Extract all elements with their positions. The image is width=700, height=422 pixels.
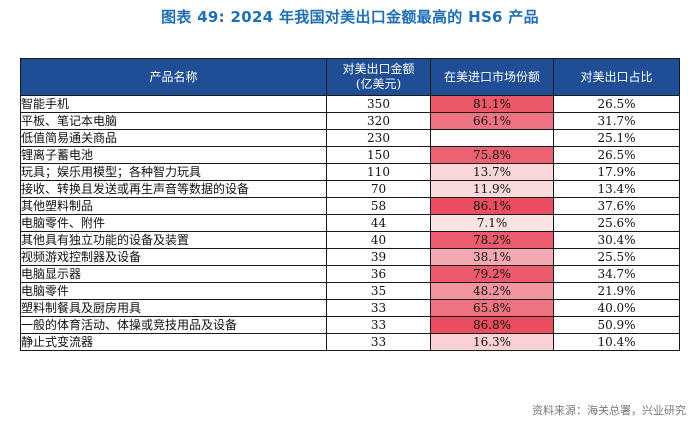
cell-export-ratio: 21.9% <box>553 282 680 300</box>
cell-export-amount: 150 <box>326 146 431 164</box>
cell-export-amount: 110 <box>326 163 431 181</box>
cell-export-ratio: 37.6% <box>553 197 680 215</box>
cell-product-name: 电脑零件 <box>20 282 327 300</box>
header-market-share: 在美进口市场份额 <box>430 58 554 96</box>
table-row: 智能手机 350 81.1% 26.5% <box>20 95 680 113</box>
cell-export-amount: 35 <box>326 282 431 300</box>
table-row: 视频游戏控制器及设备 39 38.1% 25.5% <box>20 248 680 266</box>
cell-export-amount: 40 <box>326 231 431 249</box>
cell-product-name: 锂离子蓄电池 <box>20 146 327 164</box>
cell-market-share: 78.2% <box>430 231 554 249</box>
cell-market-share: 48.2% <box>430 282 554 300</box>
cell-market-share: 11.9% <box>430 180 554 198</box>
table-row: 塑料制餐具及厨房用具 33 65.8% 40.0% <box>20 299 680 317</box>
cell-market-share: 86.1% <box>430 197 554 215</box>
table-row: 玩具；娱乐用模型；各种智力玩具 110 13.7% 17.9% <box>20 163 680 181</box>
cell-export-ratio: 17.9% <box>553 163 680 181</box>
cell-export-ratio: 40.0% <box>553 299 680 317</box>
cell-product-name: 塑料制餐具及厨房用具 <box>20 299 327 317</box>
cell-market-share: 13.7% <box>430 163 554 181</box>
cell-product-name: 电脑显示器 <box>20 265 327 283</box>
table-row: 锂离子蓄电池 150 75.8% 26.5% <box>20 146 680 164</box>
table-row: 低值简易通关商品 230 25.1% <box>20 129 680 147</box>
cell-market-share: 38.1% <box>430 248 554 266</box>
cell-product-name: 接收、转换且发送或再生声音等数据的设备 <box>20 180 327 198</box>
header-export-amount: 对美出口金额 (亿美元) <box>326 58 431 96</box>
table-row: 静止式变流器 33 16.3% 10.4% <box>20 333 680 351</box>
cell-export-amount: 230 <box>326 129 431 147</box>
cell-export-amount: 350 <box>326 95 431 113</box>
cell-product-name: 视频游戏控制器及设备 <box>20 248 327 266</box>
cell-export-amount: 39 <box>326 248 431 266</box>
table-row: 电脑零件 35 48.2% 21.9% <box>20 282 680 300</box>
cell-market-share: 16.3% <box>430 333 554 351</box>
cell-product-name: 一般的体育活动、体操或竞技用品及设备 <box>20 316 327 334</box>
cell-export-ratio: 30.4% <box>553 231 680 249</box>
cell-market-share: 7.1% <box>430 214 554 232</box>
cell-export-amount: 44 <box>326 214 431 232</box>
table-row: 其他具有独立功能的设备及装置 40 78.2% 30.4% <box>20 231 680 249</box>
cell-market-share: 65.8% <box>430 299 554 317</box>
table-row: 一般的体育活动、体操或竞技用品及设备 33 86.8% 50.9% <box>20 316 680 334</box>
cell-product-name: 电脑零件、附件 <box>20 214 327 232</box>
cell-export-ratio: 50.9% <box>553 316 680 334</box>
cell-market-share: 75.8% <box>430 146 554 164</box>
cell-export-ratio: 25.6% <box>553 214 680 232</box>
cell-export-ratio: 34.7% <box>553 265 680 283</box>
cell-export-ratio: 25.5% <box>553 248 680 266</box>
cell-market-share: 81.1% <box>430 95 554 113</box>
cell-export-ratio: 31.7% <box>553 112 680 130</box>
table-row: 电脑零件、附件 44 7.1% 25.6% <box>20 214 680 232</box>
cell-product-name: 平板、笔记本电脑 <box>20 112 327 130</box>
export-table: 产品名称 对美出口金额 (亿美元) 在美进口市场份额 对美出口占比 智能手机 35… <box>20 58 680 351</box>
cell-product-name: 智能手机 <box>20 95 327 113</box>
cell-export-amount: 33 <box>326 299 431 317</box>
cell-export-ratio: 10.4% <box>553 333 680 351</box>
cell-export-ratio: 26.5% <box>553 146 680 164</box>
cell-export-amount: 33 <box>326 316 431 334</box>
table-row: 接收、转换且发送或再生声音等数据的设备 70 11.9% 13.4% <box>20 180 680 198</box>
table-header-row: 产品名称 对美出口金额 (亿美元) 在美进口市场份额 对美出口占比 <box>20 58 680 96</box>
header-export-ratio: 对美出口占比 <box>553 58 680 96</box>
cell-export-amount: 36 <box>326 265 431 283</box>
cell-export-amount: 70 <box>326 180 431 198</box>
cell-export-ratio: 26.5% <box>553 95 680 113</box>
cell-export-ratio: 13.4% <box>553 180 680 198</box>
cell-export-amount: 58 <box>326 197 431 215</box>
table-row: 其他塑料制品 58 86.1% 37.6% <box>20 197 680 215</box>
source-note: 资料来源：海关总署，兴业研究 <box>532 404 686 417</box>
cell-market-share: 79.2% <box>430 265 554 283</box>
cell-export-amount: 320 <box>326 112 431 130</box>
cell-export-ratio: 25.1% <box>553 129 680 147</box>
cell-product-name: 其他塑料制品 <box>20 197 327 215</box>
cell-export-amount: 33 <box>326 333 431 351</box>
cell-product-name: 玩具；娱乐用模型；各种智力玩具 <box>20 163 327 181</box>
cell-market-share: 66.1% <box>430 112 554 130</box>
table-row: 平板、笔记本电脑 320 66.1% 31.7% <box>20 112 680 130</box>
table-row: 电脑显示器 36 79.2% 34.7% <box>20 265 680 283</box>
cell-product-name: 静止式变流器 <box>20 333 327 351</box>
cell-product-name: 低值简易通关商品 <box>20 129 327 147</box>
header-product-name: 产品名称 <box>20 58 327 96</box>
page-title: 图表 49: 2024 年我国对美出口金额最高的 HS6 产品 <box>161 8 539 26</box>
cell-market-share <box>430 129 554 147</box>
cell-market-share: 86.8% <box>430 316 554 334</box>
cell-product-name: 其他具有独立功能的设备及装置 <box>20 231 327 249</box>
